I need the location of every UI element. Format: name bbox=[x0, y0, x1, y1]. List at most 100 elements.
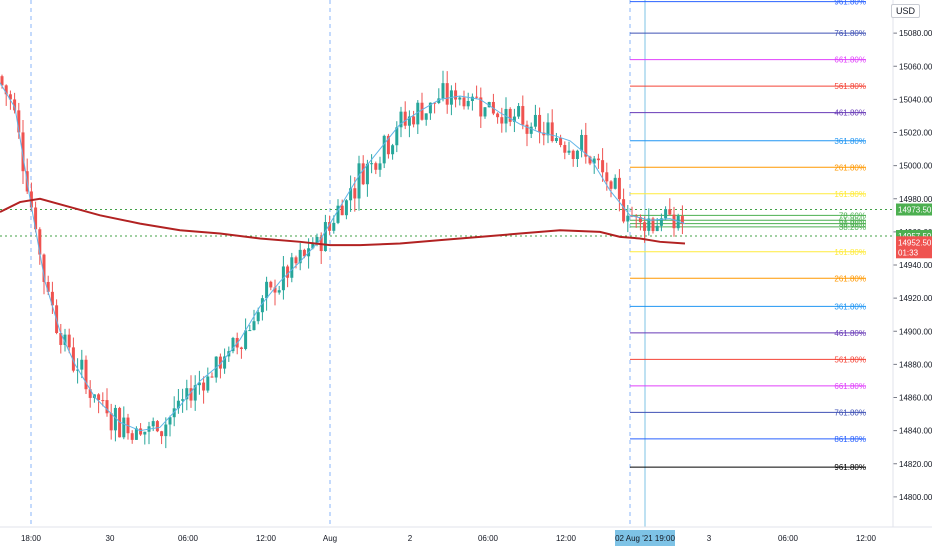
candle-body bbox=[294, 257, 298, 264]
candle-body bbox=[601, 160, 605, 173]
candle-body bbox=[668, 209, 672, 215]
price-axis-label: 14820.00 bbox=[899, 460, 932, 469]
time-axis: 18:00 30 06:00 12:00 Aug 2 06:00 12:00 3 06:00 12:… bbox=[0, 526, 932, 550]
candle-body bbox=[395, 127, 399, 146]
candle-body bbox=[647, 218, 651, 231]
price-tag bbox=[896, 203, 932, 216]
candle-body bbox=[617, 177, 621, 200]
candle-body bbox=[643, 222, 647, 231]
fib-level-label: 961.80% bbox=[834, 463, 866, 472]
candle-body bbox=[407, 116, 411, 126]
moving-average-slow-line[interactable] bbox=[0, 197, 686, 247]
candle-body bbox=[580, 134, 584, 151]
candle-body bbox=[659, 218, 663, 226]
candle-body bbox=[512, 116, 516, 122]
candle-body bbox=[155, 421, 159, 432]
fib-level-label: 38.20% bbox=[839, 223, 866, 232]
candle-body bbox=[370, 163, 374, 165]
price-tag-value: 14973.50 bbox=[898, 206, 932, 215]
candle-body bbox=[50, 291, 54, 306]
candle-body bbox=[311, 243, 315, 249]
price-axis-label: 15040.00 bbox=[899, 95, 932, 104]
candle-body bbox=[420, 102, 424, 120]
candle-body bbox=[664, 209, 668, 219]
fib-level-label: 461.80% bbox=[834, 329, 866, 338]
candle-body bbox=[479, 97, 483, 117]
candle-body bbox=[466, 101, 470, 107]
candle-body bbox=[626, 215, 630, 222]
candle-body bbox=[365, 163, 369, 185]
candle-body bbox=[399, 111, 403, 128]
time-axis-label: 12:00 bbox=[256, 534, 277, 543]
candle-body bbox=[403, 111, 407, 126]
price-axis-label: 14900.00 bbox=[899, 327, 932, 336]
candle-body bbox=[508, 108, 512, 122]
candle-body bbox=[538, 114, 542, 133]
candle-body bbox=[34, 207, 38, 230]
candle-body bbox=[244, 330, 248, 349]
candle-body bbox=[143, 431, 147, 435]
price-axis-label: 15060.00 bbox=[899, 62, 932, 71]
candle-body bbox=[487, 101, 491, 108]
candle-body bbox=[567, 150, 571, 153]
candle-body bbox=[386, 135, 390, 155]
candle-body bbox=[416, 102, 420, 125]
candle-body bbox=[542, 132, 546, 136]
fib-level-label: 361.80% bbox=[834, 137, 866, 146]
candle-body bbox=[210, 376, 214, 378]
candle-body bbox=[349, 188, 353, 201]
fib-level-label: 261.80% bbox=[834, 163, 866, 172]
candle-body bbox=[122, 417, 126, 438]
cursor-time-badge bbox=[615, 530, 675, 546]
candle-body bbox=[655, 225, 659, 232]
fibonacci-extension-levels: 961.80% 761.80% 661.80% 561.80% 461.80% 361.8… bbox=[630, 0, 866, 472]
candle-body bbox=[336, 205, 340, 223]
candle-body bbox=[470, 96, 474, 102]
candle-body bbox=[46, 281, 50, 292]
candle-body bbox=[4, 85, 8, 95]
time-axis-background bbox=[0, 527, 932, 550]
price-axis-label: 14980.00 bbox=[899, 195, 932, 204]
fib-level-label: 561.80% bbox=[834, 355, 866, 364]
candle-body bbox=[454, 90, 458, 100]
candle-body bbox=[441, 83, 445, 99]
candle-body bbox=[63, 334, 67, 345]
candle-body bbox=[223, 356, 227, 369]
currency-label[interactable]: USD bbox=[890, 4, 920, 18]
time-axis-label: 06:00 bbox=[778, 534, 799, 543]
candle-body bbox=[412, 116, 416, 125]
candle-body bbox=[80, 359, 84, 370]
time-axis-label: 2 bbox=[408, 534, 413, 543]
candle-body bbox=[458, 97, 462, 100]
candle-body bbox=[357, 163, 361, 199]
candle-body bbox=[332, 222, 336, 231]
candle-body bbox=[168, 417, 172, 425]
price-tag bbox=[896, 236, 932, 259]
price-axis-label: 15000.00 bbox=[899, 162, 932, 171]
candle-body bbox=[139, 428, 143, 435]
candle-body bbox=[378, 163, 382, 170]
moving-average-fast-line[interactable] bbox=[0, 82, 686, 432]
candle-body bbox=[361, 163, 365, 185]
cursor-time-label: 02 Aug '21 19:00 bbox=[615, 534, 675, 543]
candle-body bbox=[344, 200, 348, 216]
candlestick-series bbox=[0, 70, 684, 449]
fib-level-label: 561.80% bbox=[834, 82, 866, 91]
price-axis-background bbox=[893, 0, 932, 527]
price-axis: 14800.00 14820.00 14840.00 14860.00 14880.00… bbox=[892, 0, 932, 527]
candle-body bbox=[437, 98, 441, 104]
price-tag-countdown: 01:33 bbox=[898, 248, 919, 257]
candle-body bbox=[21, 132, 25, 172]
candle-body bbox=[269, 281, 273, 288]
candle-body bbox=[676, 216, 680, 229]
candle-body bbox=[433, 102, 437, 104]
candle-body bbox=[59, 333, 63, 345]
candle-body bbox=[38, 229, 42, 255]
candle-body bbox=[559, 137, 563, 146]
candle-body bbox=[76, 369, 80, 371]
price-axis-label: 14920.00 bbox=[899, 294, 932, 303]
candle-body bbox=[613, 177, 617, 189]
